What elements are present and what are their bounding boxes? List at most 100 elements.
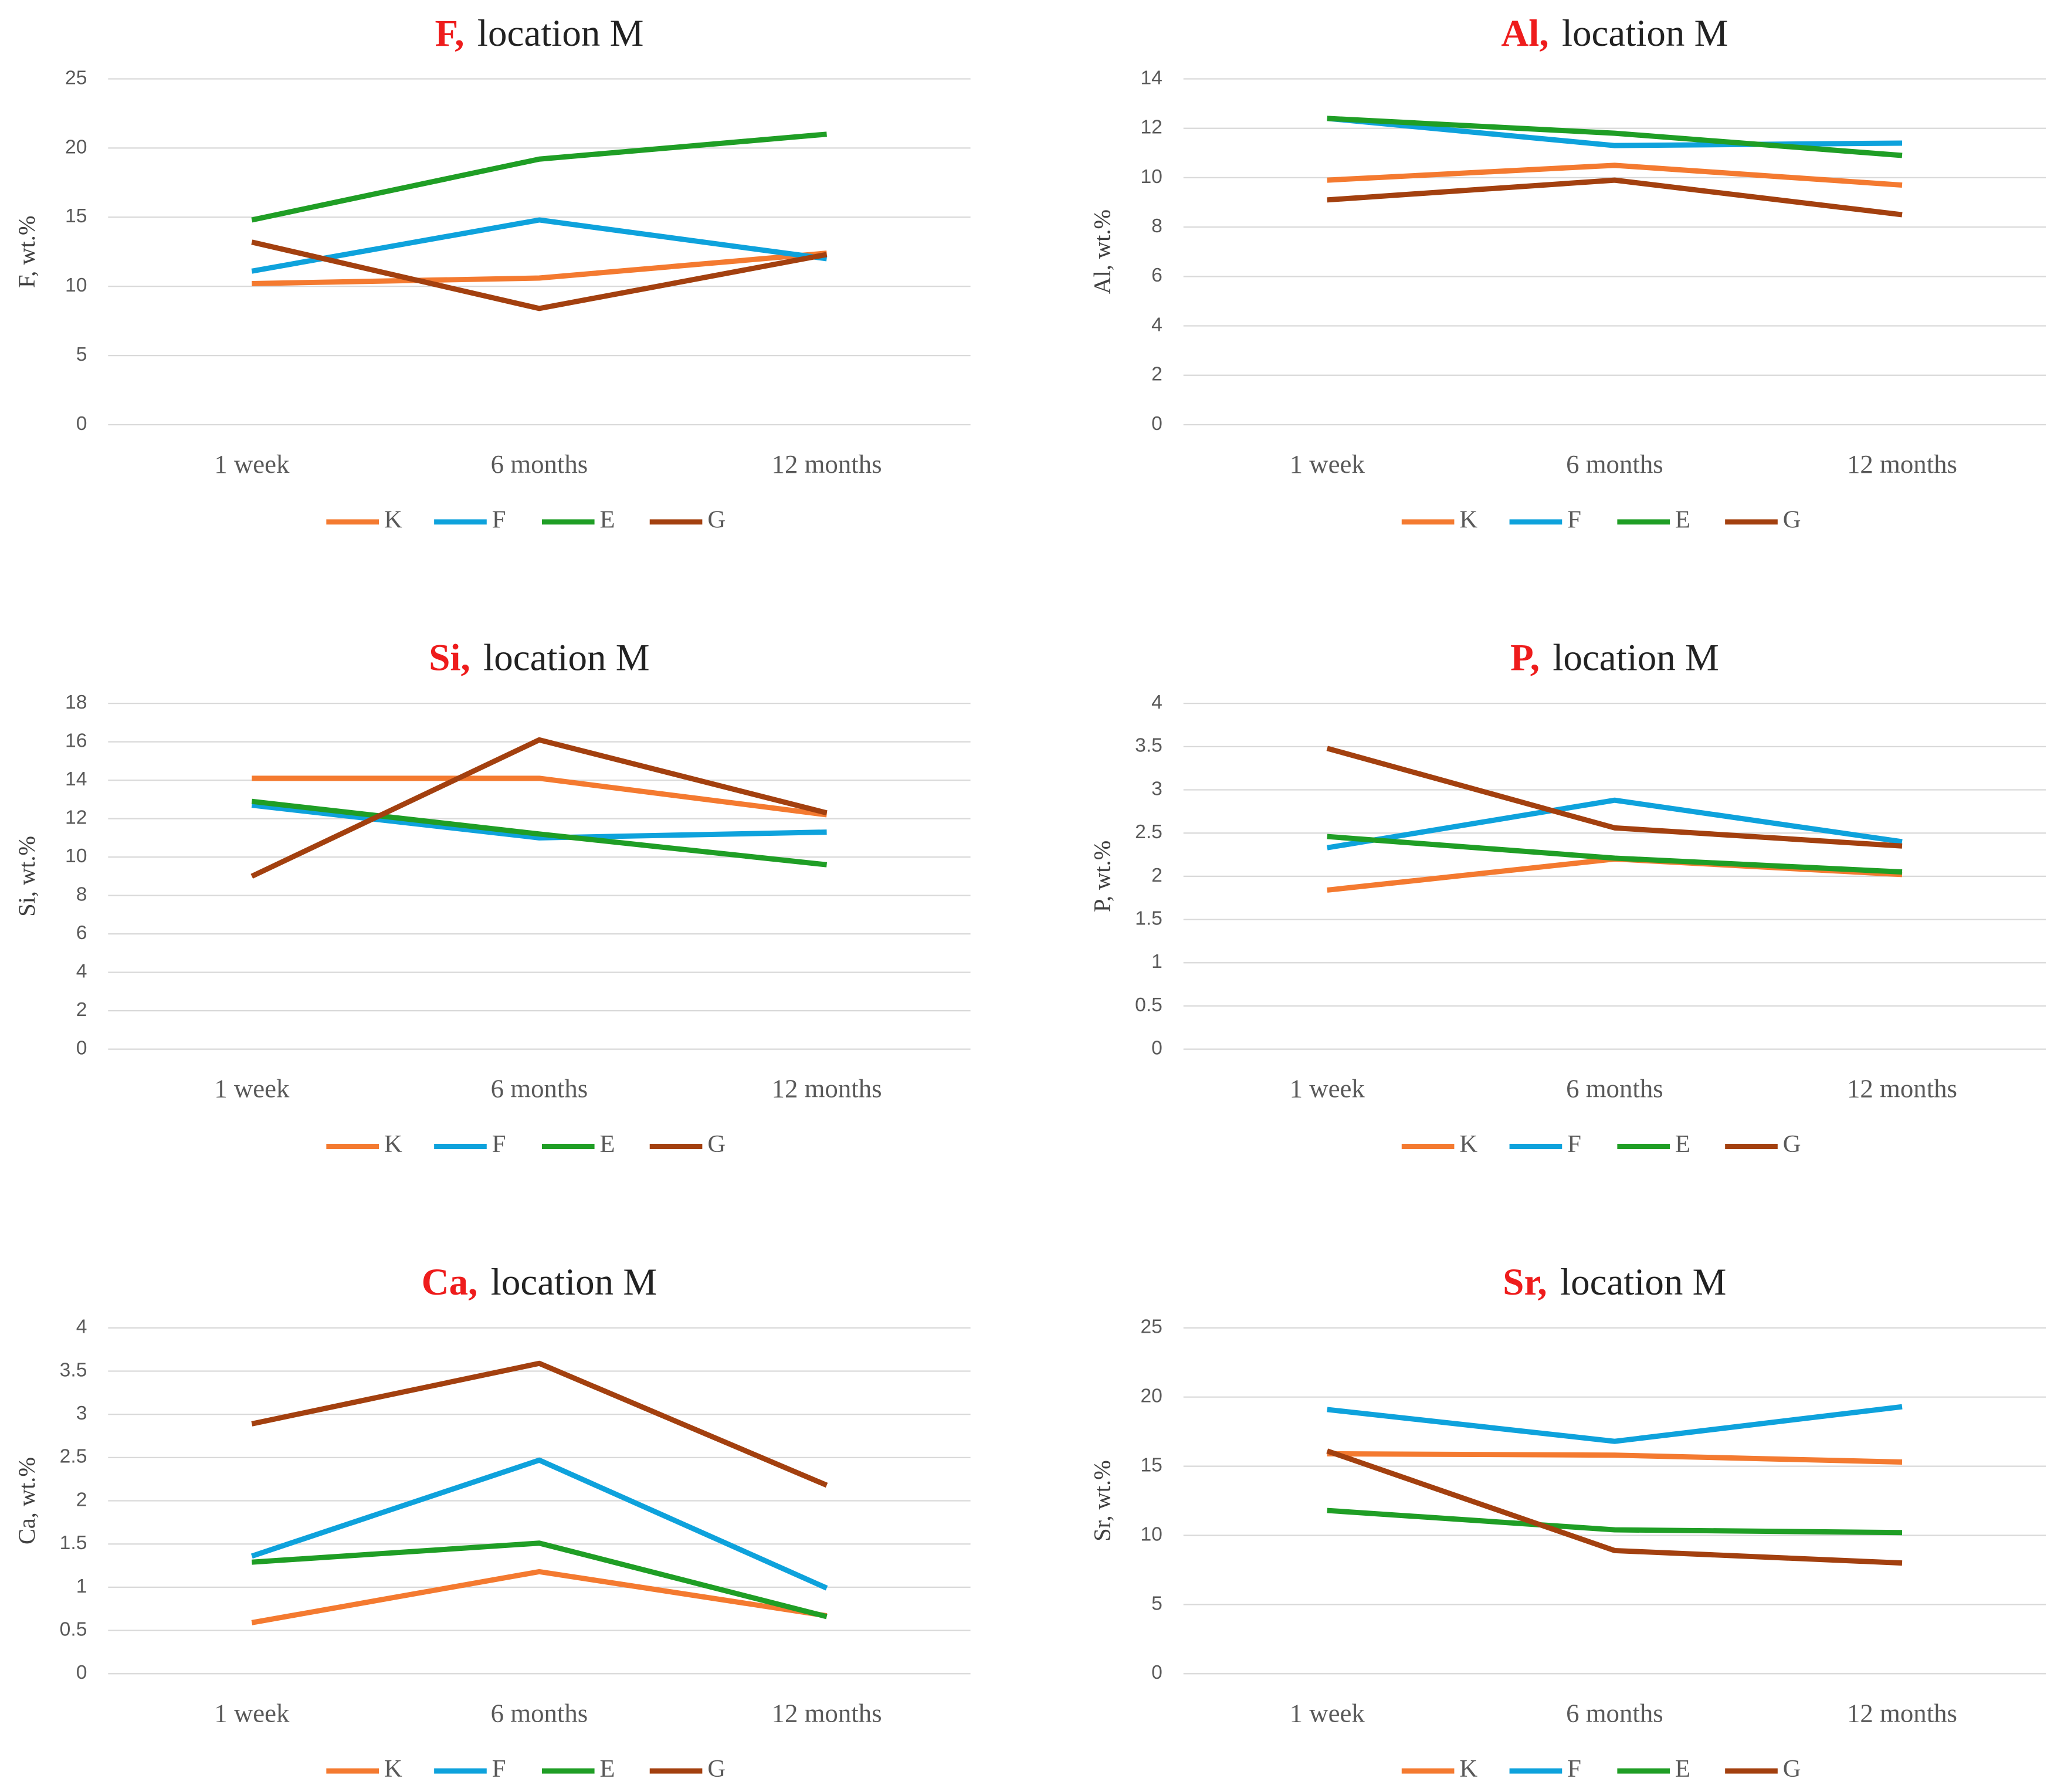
y-tick-label: 2 (1151, 865, 1162, 886)
y-tick-label: 3 (76, 1403, 87, 1424)
y-tick-label: 4 (1151, 692, 1162, 713)
x-tick-label: 12 months (1847, 1698, 1957, 1727)
legend-label: K (1459, 1130, 1477, 1158)
y-tick-label: 8 (76, 884, 87, 906)
legend-label: G (1783, 1755, 1801, 1783)
title-text: location M (477, 12, 643, 55)
chart-panel: P, location M P, wt.% 0 0.5 1 1.5 2 2.5 3 3.5 4 1 we… (1089, 636, 2046, 1158)
x-tick-label: 6 months (491, 1698, 588, 1727)
x-tick-label: 12 months (1847, 1074, 1957, 1103)
legend-label: E (600, 506, 615, 534)
series-line (1327, 797, 1903, 851)
y-tick-label: 6 (1151, 265, 1162, 286)
series-line (250, 1457, 828, 1591)
x-tick-label: 12 months (772, 1074, 882, 1103)
y-tick-label: 12 (65, 807, 87, 829)
y-tick-label: 10 (1140, 166, 1162, 188)
y-tick-label: 2 (1151, 364, 1162, 385)
title-element: P, (1510, 636, 1540, 679)
title-text: location M (1560, 1261, 1726, 1303)
y-tick-label: 15 (1140, 1454, 1162, 1476)
y-tick-label: 14 (1140, 67, 1162, 89)
series-line (251, 131, 827, 223)
legend-label: G (707, 1755, 726, 1783)
chart-panel: Sr, location M Sr, wt.% 0 5 10 15 20 25 1 week 6 m… (1089, 1261, 2046, 1783)
x-tick-label: 12 months (1847, 449, 1957, 479)
legend-label: G (1783, 506, 1801, 534)
y-tick-label: 5 (76, 344, 87, 365)
chart-panel: F, location M F, wt.% 0 5 10 15 20 25 1 week 6 mon… (13, 12, 971, 534)
series-line (1327, 1451, 1903, 1465)
y-tick-label: 0 (1151, 413, 1162, 435)
series-line (251, 217, 828, 274)
y-tick-label: 2.5 (1135, 821, 1162, 843)
legend-label: E (1675, 1130, 1690, 1158)
legend-label: E (1675, 1755, 1690, 1783)
y-tick-label: 0 (1151, 1662, 1162, 1683)
series-line (1327, 834, 1903, 875)
y-tick-label: 4 (1151, 314, 1162, 336)
x-tick-label: 1 week (1290, 449, 1365, 479)
legend-label: G (707, 506, 726, 534)
y-tick-label: 0.5 (1135, 994, 1162, 1016)
title-element: Ca, (422, 1261, 478, 1303)
y-tick-label: 3.5 (60, 1359, 87, 1381)
y-axis-label: Si, wt.% (13, 836, 40, 917)
y-axis-label: P, wt.% (1089, 841, 1115, 912)
y-tick-label: 20 (65, 136, 87, 158)
legend-label: F (492, 1755, 506, 1783)
y-tick-label: 4 (76, 1316, 87, 1338)
y-tick-label: 3 (1151, 778, 1162, 800)
legend-label: K (384, 506, 402, 534)
title-element: F, (435, 12, 465, 55)
title-element: Si, (429, 636, 470, 679)
chart-title: F, location M (435, 12, 644, 55)
chart-title: P, location M (1510, 636, 1719, 679)
legend-label: K (384, 1130, 402, 1158)
y-tick-label: 4 (76, 960, 87, 982)
series-line (251, 802, 827, 841)
legend-label: G (707, 1130, 726, 1158)
chart-title: Sr, location M (1503, 1261, 1726, 1303)
series-line (251, 798, 828, 868)
x-tick-label: 6 months (491, 449, 588, 479)
y-tick-label: 2.5 (60, 1446, 87, 1468)
y-axis-label: Ca, wt.% (13, 1457, 40, 1544)
title-element: Sr, (1503, 1261, 1547, 1303)
series-line (1327, 1508, 1903, 1536)
x-tick-label: 12 months (772, 449, 882, 479)
y-tick-label: 8 (1151, 215, 1162, 237)
y-axis-label: Al, wt.% (1089, 209, 1115, 294)
series-line (1326, 746, 1903, 849)
y-tick-label: 14 (65, 768, 87, 790)
y-tick-label: 1 (1151, 951, 1162, 973)
series-line (1327, 116, 1903, 148)
x-tick-label: 1 week (1290, 1698, 1365, 1727)
y-tick-label: 25 (65, 67, 87, 89)
y-axis-label: Sr, wt.% (1089, 1460, 1115, 1541)
x-tick-label: 6 months (1566, 1698, 1663, 1727)
x-tick-label: 1 week (214, 1074, 290, 1103)
x-tick-label: 1 week (214, 1698, 290, 1727)
y-tick-label: 10 (65, 845, 87, 867)
title-text: location M (1553, 636, 1719, 679)
legend-label: E (600, 1755, 615, 1783)
x-tick-label: 1 week (1290, 1074, 1365, 1103)
legend-label: E (600, 1130, 615, 1158)
legend-label: F (1567, 1755, 1581, 1783)
x-tick-label: 12 months (772, 1698, 882, 1727)
y-tick-label: 16 (65, 730, 87, 752)
legend-label: E (1675, 506, 1690, 534)
title-text: location M (483, 636, 649, 679)
y-tick-label: 0.5 (60, 1618, 87, 1640)
y-tick-label: 10 (65, 275, 87, 296)
legend-label: K (1459, 506, 1477, 534)
y-tick-label: 1.5 (1135, 907, 1162, 929)
legend-label: G (1783, 1130, 1801, 1158)
series-line (1327, 856, 1903, 893)
chart-panel: Si, location M Si, wt.% 0 2 4 6 8 10 12 14 16 18 1 we… (13, 636, 971, 1158)
y-tick-label: 18 (65, 692, 87, 713)
title-element: Al, (1501, 12, 1548, 55)
y-tick-label: 10 (1140, 1523, 1162, 1545)
